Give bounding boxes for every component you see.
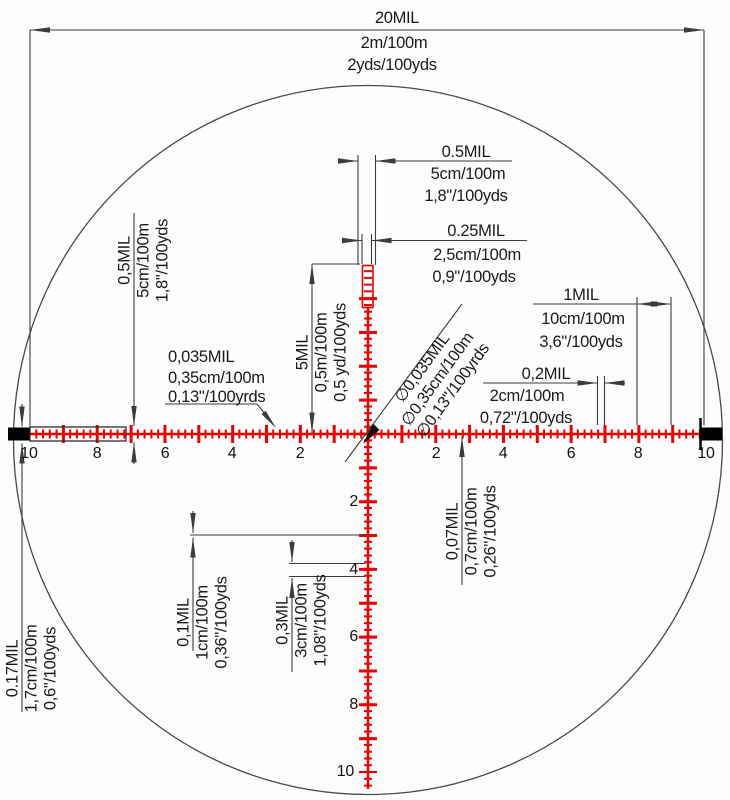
dim-01mil-label: 0,1MIL 1cm/100m 0,36"/100yds (174, 557, 231, 687)
dim-03mil-line2: 3cm/100m (292, 582, 310, 658)
dim-007mil-line2: 0,7cm/100m (462, 487, 480, 575)
h-scale-8-left: 8 (92, 445, 102, 462)
reticle-posts (8, 418, 722, 450)
h-scale-4-right: 4 (498, 445, 508, 462)
h-scale-10-left: 10 (20, 445, 38, 462)
dim-05mil-left-line3: 1,8"/100yds (153, 218, 172, 302)
dim-025mil-line3: 0,9"/100yds (432, 268, 516, 286)
dim-01mil-line2: 1cm/100m (193, 584, 211, 660)
h-scale-6-right: 6 (566, 445, 576, 462)
v-scale-2: 2 (349, 493, 358, 510)
dim-01mil-line3: 0,36"/100yds (212, 575, 230, 669)
dim-017mil-line2: 1,7cm/100m (22, 624, 40, 712)
dim-02mil-line2: 2cm/100m (489, 387, 565, 405)
dim-025mil-line2: 2,5cm/100m (433, 246, 521, 264)
dim-017mil-label: 0.17MIL 1,7cm/100m 0,6"/100yds (3, 603, 60, 733)
dim-0035mil-line1: 0,035MIL (168, 348, 235, 366)
h-scale-10-right: 10 (697, 445, 715, 462)
dim-017mil-line3: 0,6"/100yds (41, 626, 59, 710)
dim-0035mil-line3: 0,13"/100yrds (168, 388, 266, 406)
h-scale-8-right: 8 (633, 445, 643, 462)
dim-0035mil-line2: 0,35cm/100m (168, 369, 265, 387)
dim-007mil-label: 0,07MIL 0,7cm/100m 0,26"/100yds (443, 466, 500, 596)
dimension-arrowheads (19, 27, 704, 598)
v-scale-10: 10 (336, 763, 355, 780)
dim-01mil-line1: 0,1MIL (174, 597, 192, 647)
dim-03mil-line1: 0,3MIL (273, 595, 291, 645)
dim-02mil-line1: 0,2MIL (521, 365, 571, 383)
dim-1mil-line2: 10cm/100m (541, 310, 625, 328)
dim-007mil-line1: 0,07MIL (443, 502, 461, 560)
dim-05mil-top-line2: 5cm/100m (430, 165, 506, 183)
v-scale-6: 6 (349, 628, 358, 645)
v-scale-8: 8 (349, 695, 358, 713)
dim-5mil-line3: 0,5 yd/100yds (331, 302, 349, 402)
dim-1mil-line3: 3,6"/100yds (539, 333, 623, 351)
dim-017mil-line1: 0.17MIL (3, 639, 21, 697)
dim-5mil-line1: 5MIL (293, 334, 311, 370)
dimension-lines (21, 29, 705, 712)
dim-05mil-left-line1: 0,5MIL (115, 235, 134, 285)
top-post-outline (361, 264, 374, 309)
dim-025mil-line1: 0.25MIL (447, 222, 505, 240)
dim-20mil-line2: 2m/100m (360, 34, 428, 52)
dim-5mil-line2: 0,5m/100m (312, 312, 330, 392)
dim-20mil-line3: 2yds/100yds (347, 56, 437, 74)
dim-20mil-line1: 20MIL (374, 9, 420, 27)
dim-007mil-line3: 0,26"/100yds (481, 484, 499, 578)
dim-05mil-left-label: 0,5MIL 5cm/100m 1,8"/100yds (116, 195, 173, 325)
dim-05mil-top-line3: 1,8"/100yds (424, 187, 508, 205)
dim-05mil-top-line1: 0.5MIL (441, 143, 491, 161)
dim-1mil-line1: 1MIL (563, 286, 599, 304)
h-scale-2-left: 2 (295, 445, 305, 462)
dim-02mil-line3: 0,72"/100yds (479, 409, 573, 427)
dim-5mil-label: 5MIL 0,5m/100m 0,5 yd/100yds (293, 287, 350, 417)
h-scale-4-left: 4 (227, 445, 237, 462)
left-box-outline (29, 426, 127, 442)
dim-05mil-left-line2: 5cm/100m (134, 222, 153, 298)
v-scale-4: 4 (349, 560, 358, 578)
h-scale-2-right: 2 (431, 445, 441, 462)
h-scale-6-left: 6 (160, 445, 170, 462)
